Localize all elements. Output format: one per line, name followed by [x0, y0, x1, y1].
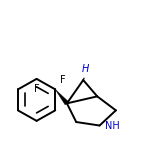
- Text: H: H: [82, 64, 90, 74]
- Text: F: F: [34, 84, 39, 94]
- Text: NH: NH: [105, 121, 120, 131]
- Polygon shape: [55, 89, 69, 105]
- Text: F: F: [60, 75, 65, 85]
